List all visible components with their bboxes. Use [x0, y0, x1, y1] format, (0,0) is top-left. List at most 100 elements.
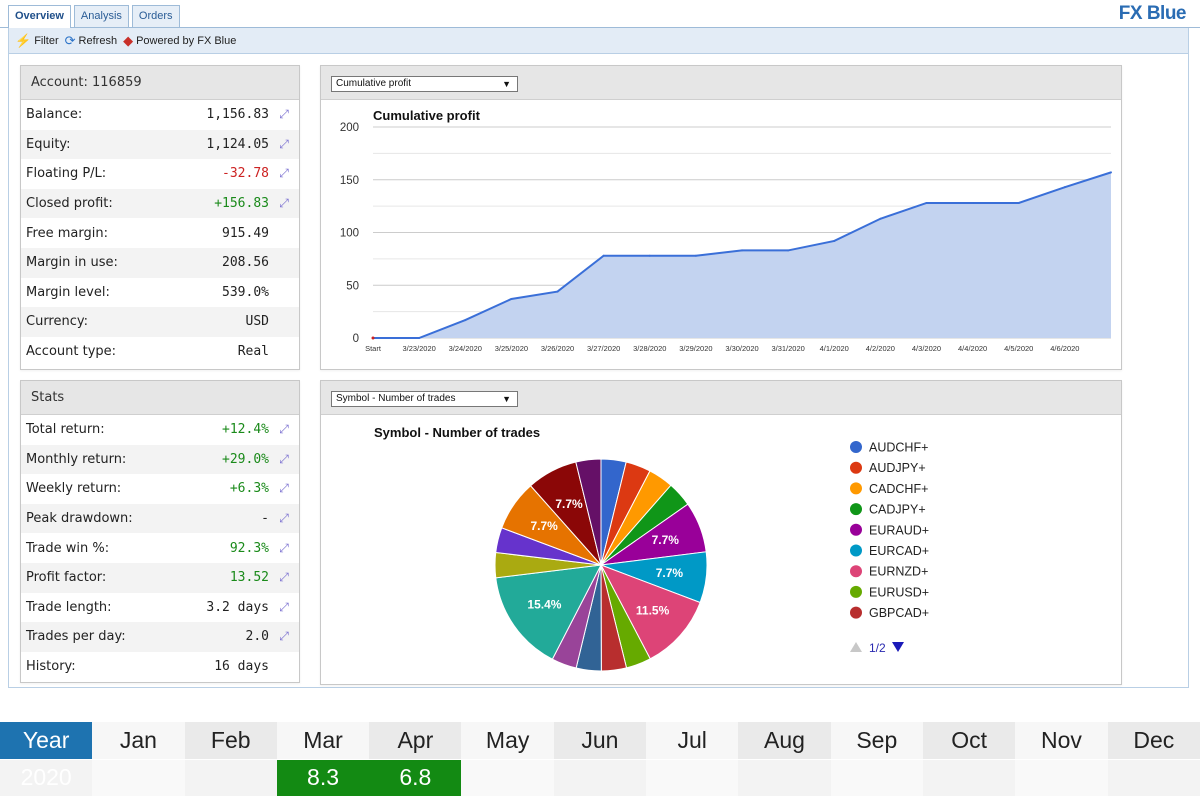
legend-prev-icon[interactable]: [850, 642, 862, 652]
stats-row: History: 16 days: [21, 652, 299, 682]
month-return-cell: 6.8: [369, 758, 462, 796]
chart-link-icon[interactable]: ⤢: [279, 422, 289, 437]
x-tick-label: 3/26/2020: [541, 344, 574, 353]
chart-type-select[interactable]: Cumulative profit ▼: [331, 76, 518, 92]
tab-orders[interactable]: Orders: [131, 5, 180, 27]
account-value: 208.56: [222, 255, 269, 271]
stats-value: 92.3%: [229, 540, 269, 556]
stats-label: Trade win %:: [26, 540, 110, 556]
fxblue-logo[interactable]: FX Blue: [1118, 3, 1187, 24]
legend-next-icon[interactable]: [892, 642, 904, 652]
chart-link-icon[interactable]: ⤢: [279, 629, 289, 644]
profit-point: [741, 249, 743, 252]
tab-analysis[interactable]: Analysis: [73, 5, 129, 27]
chart-link-icon[interactable]: ⤢: [279, 166, 289, 181]
month-return-cell: [646, 758, 739, 796]
x-tick-label: 3/30/2020: [725, 344, 758, 353]
account-row: Free margin: 915.49: [21, 218, 299, 248]
pie-slice[interactable]: [575, 458, 602, 566]
stats-title: Stats: [21, 381, 299, 415]
chart-link-icon[interactable]: ⤢: [279, 540, 289, 555]
month-header: Nov: [1015, 722, 1108, 759]
legend-swatch: [850, 544, 862, 557]
account-label: Free margin:: [26, 225, 108, 241]
month-return-cell: [922, 758, 1016, 796]
month-return-cell: [184, 758, 277, 796]
refresh-button[interactable]: ⟳ Refresh: [65, 34, 117, 47]
chart-link-icon[interactable]: ⤢: [279, 451, 289, 466]
stats-value: -: [261, 511, 269, 527]
stats-value: +12.4%: [222, 422, 269, 438]
pie-slice[interactable]: [599, 564, 701, 660]
y-tick-label: 200: [340, 122, 359, 134]
account-row: Closed profit: +156.83 ⤢: [21, 188, 299, 219]
top-bar: Overview Analysis Orders FX Blue: [0, 0, 1200, 28]
content-frame: [8, 54, 1189, 688]
stats-label: Monthly return:: [26, 451, 127, 467]
chart-type-value: Cumulative profit: [336, 78, 412, 89]
legend-item[interactable]: EURNZD+: [869, 565, 928, 579]
breakdown-select[interactable]: Symbol - Number of trades ▼: [331, 391, 518, 407]
monthly-returns-table: Year Jan Feb Mar Apr May Jun Jul Aug Sep Oct Nov Dec…: [0, 722, 1200, 796]
chart-link-icon[interactable]: ⤢: [279, 107, 289, 122]
profit-point: [510, 297, 513, 300]
powered-label: Powered by FX Blue: [136, 34, 237, 47]
account-row: Account type: Real: [21, 337, 299, 367]
account-value: 915.49: [222, 225, 269, 241]
month-header: Oct: [922, 722, 1016, 759]
legend-item[interactable]: EURUSD+: [869, 585, 929, 599]
legend-item[interactable]: CADJPY+: [869, 503, 926, 517]
legend-item[interactable]: CADCHF+: [869, 482, 928, 496]
x-tick-label: 4/2/2020: [866, 344, 895, 353]
profit-point: [694, 254, 697, 257]
legend-swatch: [850, 606, 862, 619]
stats-label: Profit factor:: [26, 570, 107, 586]
powered-by-link[interactable]: ◆ Powered by FX Blue: [123, 34, 236, 47]
x-tick-label: 3/24/2020: [449, 344, 482, 353]
month-return-cell: [553, 758, 647, 796]
legend-item[interactable]: AUDJPY+: [869, 461, 926, 475]
legend-item[interactable]: AUDCHF+: [869, 441, 928, 455]
account-value: +156.83: [214, 196, 269, 212]
chart-link-icon[interactable]: ⤢: [279, 599, 289, 614]
account-rows: Balance: 1,156.83 ⤢ Equity: 1,124.05 ⤢ Floatin…: [21, 100, 299, 366]
month-return-cell: 8.3: [276, 758, 370, 796]
year-cell: 2020: [0, 758, 93, 796]
legend-item[interactable]: EURAUD+: [869, 523, 929, 537]
toolbar: ⚡ Filter ⟳ Refresh ◆ Powered by FX Blue: [8, 28, 1189, 54]
stats-row: Peak drawdown: - ⤢: [21, 503, 299, 534]
chart-link-icon[interactable]: ⤢: [279, 570, 289, 585]
tab-strip: Overview Analysis Orders: [8, 5, 180, 28]
legend-swatch: [850, 482, 862, 495]
account-row: Balance: 1,156.83 ⤢: [21, 100, 299, 130]
chart-link-icon[interactable]: ⤢: [279, 481, 289, 496]
cumulative-profit-chart: 0 50 100 150 200 Start 3/23/2020 3/24/2020 3/25/…: [340, 108, 1112, 353]
stats-rows: Total return: +12.4% ⤢ Monthly return: +29.0…: [21, 415, 299, 681]
account-label: Balance:: [26, 107, 83, 123]
x-tick-label: 4/5/2020: [1004, 344, 1033, 353]
stats-row: Trades per day: 2.0 ⤢: [21, 622, 299, 652]
x-tick-label: 4/3/2020: [912, 344, 941, 353]
tab-overview[interactable]: Overview: [8, 5, 71, 28]
stats-label: History:: [26, 659, 76, 675]
x-tick-label: 4/1/2020: [820, 344, 849, 353]
legend-item[interactable]: GBPCAD+: [869, 606, 929, 620]
pie-chart-title: Symbol - Number of trades: [374, 425, 540, 440]
account-label: Floating P/L:: [26, 166, 107, 182]
account-row: Floating P/L: -32.78 ⤢: [21, 159, 299, 189]
start-marker: [371, 336, 375, 340]
profit-point: [971, 201, 974, 204]
chevron-down-icon: ▼: [502, 79, 511, 89]
symbol-chart-header: Symbol - Number of trades ▼: [321, 381, 1121, 415]
month-return-cell: [830, 758, 923, 796]
legend-swatch: [850, 503, 862, 516]
filter-button[interactable]: ⚡ Filter: [15, 34, 59, 47]
chart-link-icon[interactable]: ⤢: [279, 196, 289, 211]
pie-slice[interactable]: [495, 564, 602, 660]
chart-link-icon[interactable]: ⤢: [279, 136, 289, 151]
stats-value: 16 days: [214, 659, 269, 675]
chart-link-icon[interactable]: ⤢: [279, 511, 289, 526]
stats-value: 13.52: [229, 570, 269, 586]
legend-item[interactable]: EURCAD+: [869, 544, 929, 558]
x-tick-label: 3/29/2020: [679, 344, 712, 353]
